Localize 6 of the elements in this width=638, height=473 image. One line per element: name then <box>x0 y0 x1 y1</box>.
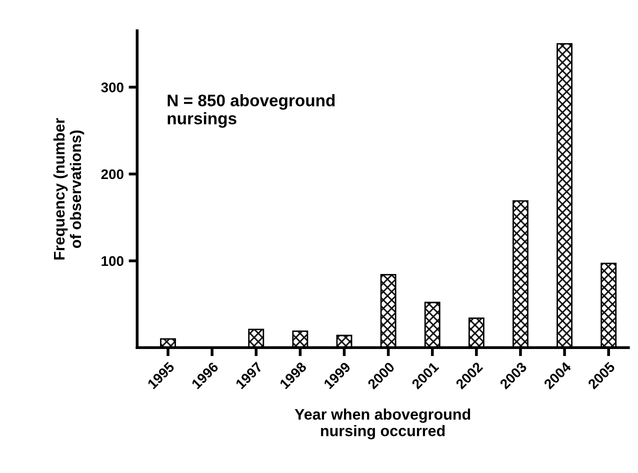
y-axis-title: Frequency (number of observations) <box>53 118 84 260</box>
annotation: N = 850 aboveground nursings <box>168 94 335 128</box>
x-axis-title: Year when aboveground nursing occurred <box>294 408 470 440</box>
y-tick-label: 200 <box>101 169 124 180</box>
y-tick-label: 100 <box>102 256 124 266</box>
y-tick-label: 300 <box>101 82 124 92</box>
